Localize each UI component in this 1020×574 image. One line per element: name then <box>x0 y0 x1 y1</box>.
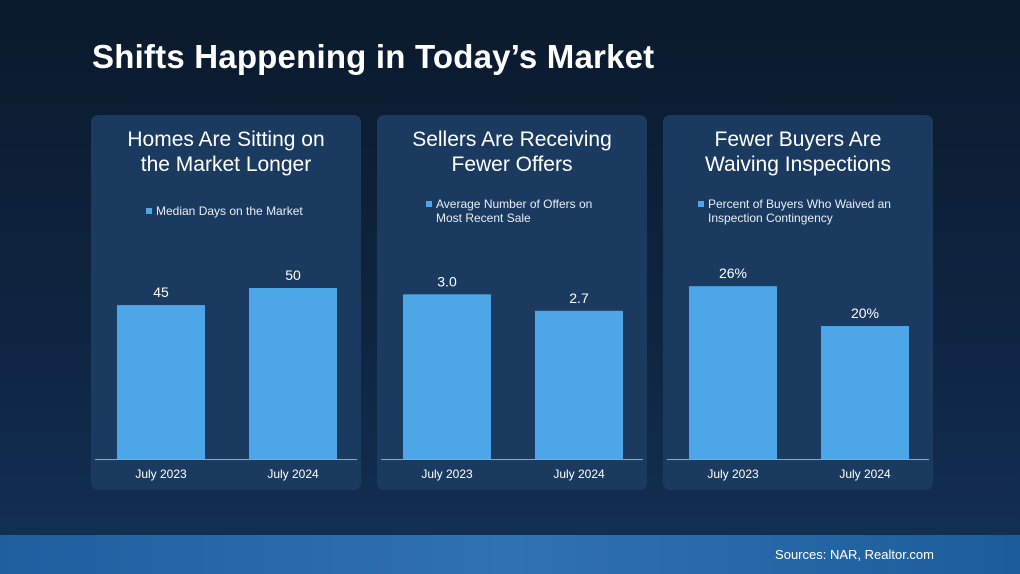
bar <box>689 286 777 459</box>
chart-panel-inspections: Fewer Buyers Are Waiving Inspections Per… <box>663 115 933 490</box>
page-title: Shifts Happening in Today’s Market <box>92 38 655 75</box>
footer-bar: Sources: NAR, Realtor.com <box>0 535 1020 574</box>
x-tick-label: July 2024 <box>267 467 319 481</box>
legend-label: Average Number of Offers on Most Recent S… <box>436 197 592 225</box>
legend-line: Median Days on the Market <box>156 204 303 218</box>
bar-plot: 26% July 2023 20% July 2024 <box>667 265 929 481</box>
chart-title-line: Fewer Buyers Are <box>714 128 882 151</box>
bar <box>821 326 909 459</box>
x-tick-label: July 2024 <box>553 467 605 481</box>
bar-plot: 3.0 July 2023 2.7 July 2024 <box>381 273 643 481</box>
legend-line: Percent of Buyers Who Waived an <box>708 197 891 211</box>
chart-title-line: Fewer Offers <box>451 153 573 176</box>
chart-title-line: Waiving Inspections <box>705 153 891 176</box>
x-tick-label: July 2024 <box>839 467 891 481</box>
chart-legend: Average Number of Offers on Most Recent S… <box>426 197 592 225</box>
legend-line: Inspection Contingency <box>708 211 833 225</box>
data-label: 50 <box>285 267 301 283</box>
chart-title: Homes Are Sitting on the Market Longer <box>91 127 361 177</box>
legend-swatch <box>698 201 704 207</box>
chart-title: Fewer Buyers Are Waiving Inspections <box>663 127 933 177</box>
bar-plot: 45 July 2023 50 July 2024 <box>95 267 357 481</box>
x-tick-label: July 2023 <box>421 467 473 481</box>
bar <box>117 305 205 459</box>
chart-title: Sellers Are Receiving Fewer Offers <box>377 127 647 177</box>
chart-title-line: the Market Longer <box>140 153 312 176</box>
bar <box>249 287 337 459</box>
chart-title-line: Homes Are Sitting on <box>127 128 325 151</box>
data-label: 45 <box>153 284 169 300</box>
data-label: 3.0 <box>437 273 457 289</box>
data-label: 20% <box>851 305 879 321</box>
x-tick-label: July 2023 <box>135 467 187 481</box>
chart-legend: Percent of Buyers Who Waived an Inspectio… <box>698 197 891 225</box>
x-tick-label: July 2023 <box>707 467 759 481</box>
source-note: Sources: NAR, Realtor.com <box>775 547 934 562</box>
legend-label: Median Days on the Market <box>156 204 303 218</box>
chart-panel-offers: Sellers Are Receiving Fewer Offers Avera… <box>377 115 647 490</box>
chart-legend: Median Days on the Market <box>146 204 303 218</box>
bar <box>403 294 491 459</box>
bar <box>535 310 623 459</box>
legend-line: Most Recent Sale <box>436 211 531 225</box>
chart-title-line: Sellers Are Receiving <box>412 128 612 151</box>
legend-swatch <box>146 208 152 214</box>
legend-swatch <box>426 201 432 207</box>
chart-panel-days-on-market: Homes Are Sitting on the Market Longer M… <box>91 115 361 490</box>
legend-label: Percent of Buyers Who Waived an Inspectio… <box>708 197 891 225</box>
data-label: 26% <box>719 265 747 281</box>
legend-line: Average Number of Offers on <box>436 197 593 211</box>
data-label: 2.7 <box>569 290 589 306</box>
